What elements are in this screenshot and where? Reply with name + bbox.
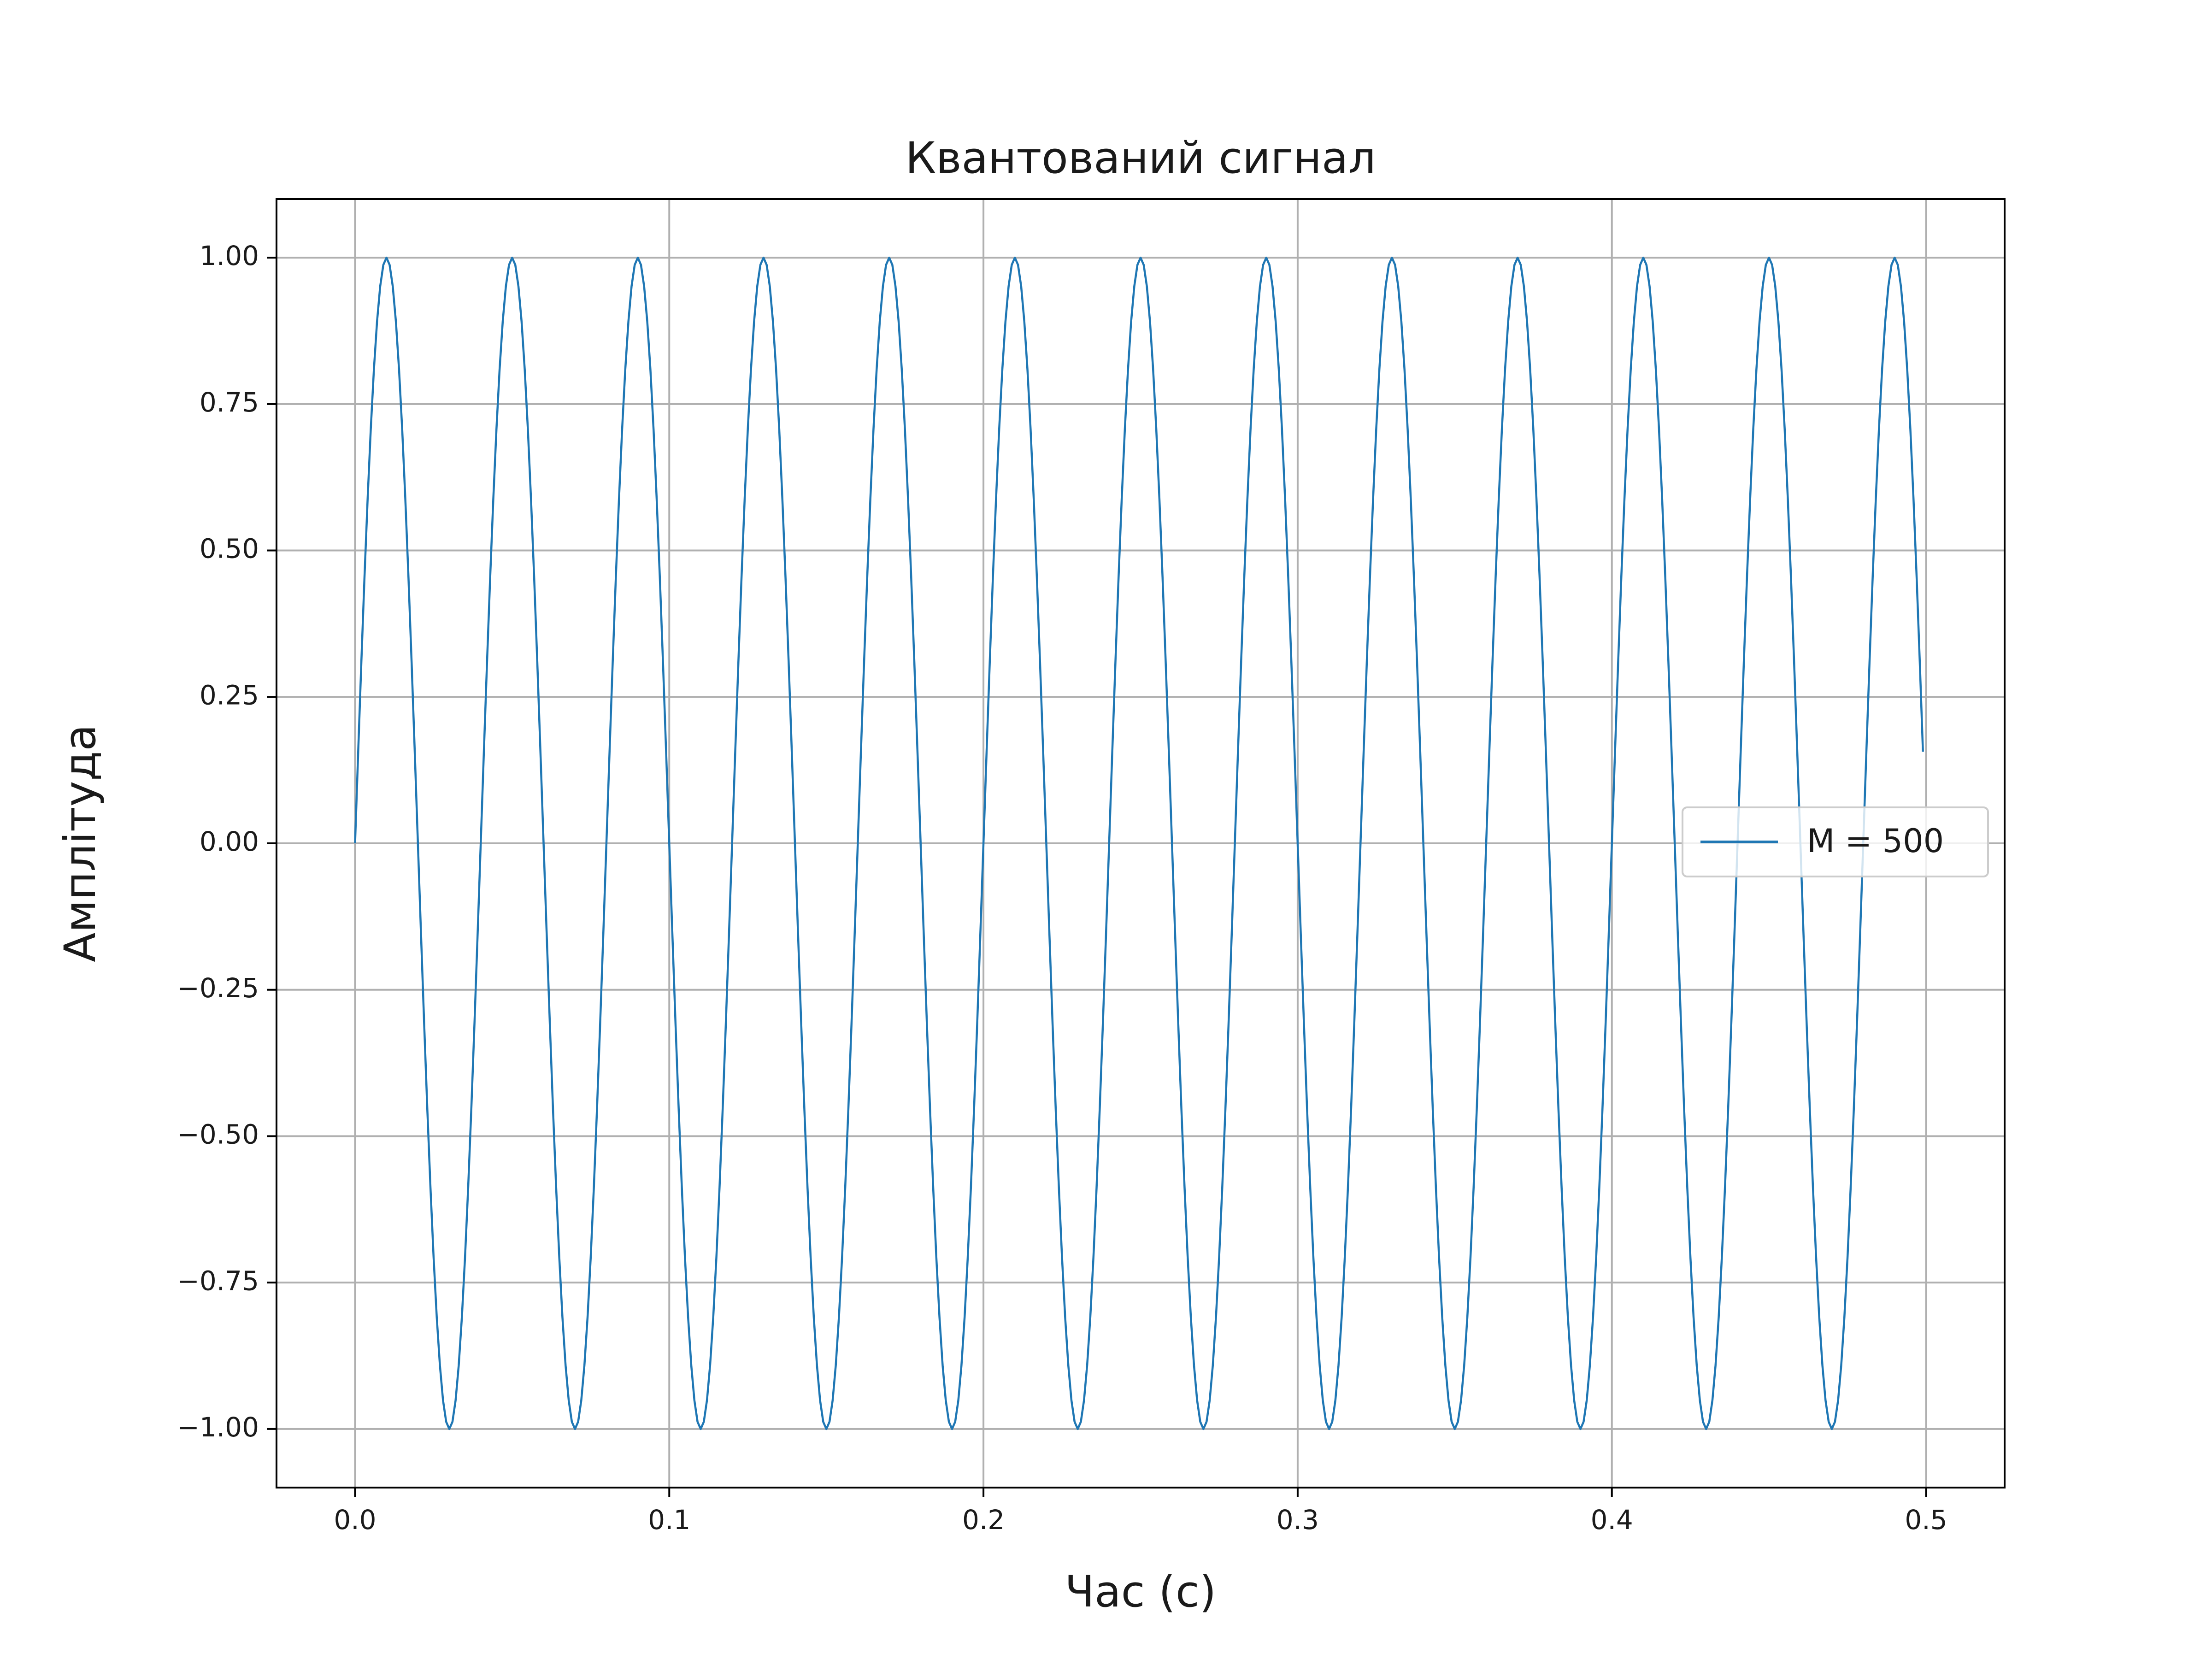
legend-label: M = 500 [1807,822,1944,860]
y-tick-label: −0.50 [177,1119,259,1150]
x-tick-label: 0.5 [1905,1504,1947,1535]
y-axis-title: Амплітуда [55,724,106,962]
series-layer [354,256,1924,1430]
y-tick-label: −1.00 [177,1412,259,1443]
y-tick-label: 0.00 [200,826,259,857]
x-axis-title: Час (с) [1065,1567,1217,1617]
series-line [354,256,1924,1430]
x-tick-label: 0.0 [334,1504,376,1535]
y-tick-label: 0.50 [200,533,259,565]
y-tick-label: 0.25 [200,679,259,711]
x-tick-label: 0.1 [648,1504,690,1535]
y-tick-label: 0.75 [200,387,259,418]
legend-box [1682,806,1989,877]
x-tick-label: 0.3 [1277,1504,1319,1535]
y-tick-label: −0.25 [177,972,259,1004]
y-tick-label: 1.00 [200,240,259,271]
x-axis-ticks: 0.0 0.1 0.2 0.3 0.4 0.5 [334,1488,1947,1535]
y-tick-label: −0.75 [177,1265,259,1296]
x-tick-label: 0.4 [1591,1504,1633,1535]
x-tick-label: 0.2 [962,1504,1005,1535]
legend: M = 500 [1682,806,1989,877]
y-axis-ticks: 1.00 0.75 0.50 0.25 0.00 −0.25 −0.50 −0.75 −1.00 [177,240,276,1443]
chart-title: Квантований сигнал [905,133,1376,183]
